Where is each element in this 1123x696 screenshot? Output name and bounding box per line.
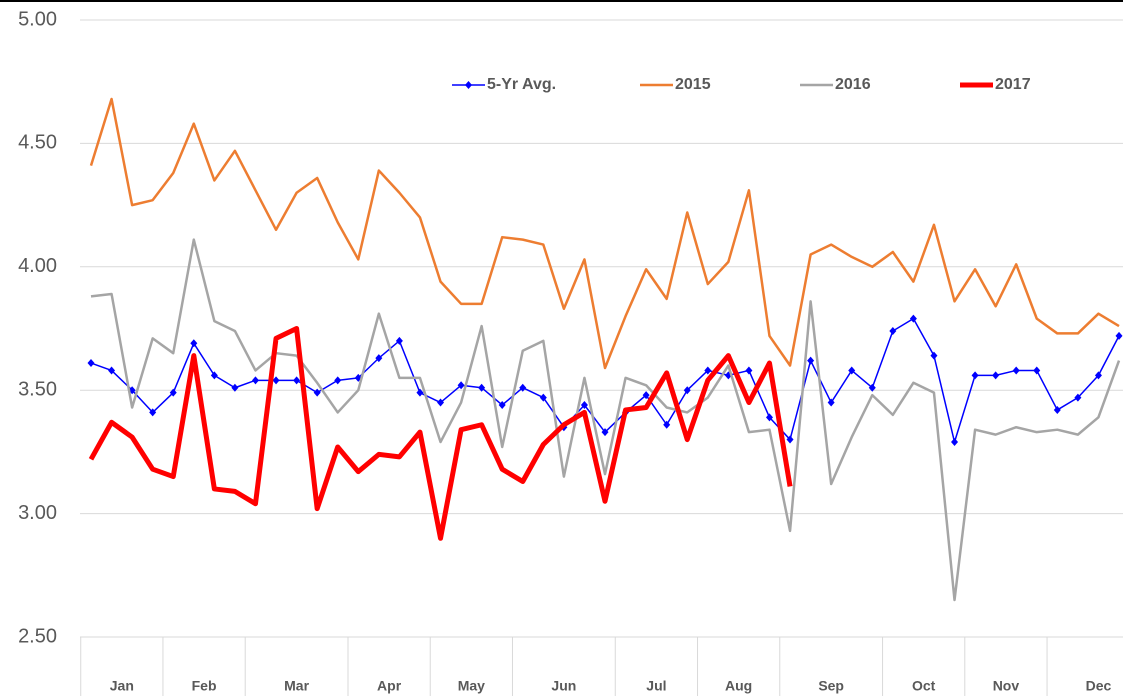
point-marker <box>827 398 835 407</box>
x-tick-label: Oct <box>912 678 936 694</box>
point-marker <box>1115 331 1123 340</box>
point-marker <box>642 391 650 400</box>
series-line <box>90 238 1121 602</box>
series-line <box>90 317 1120 443</box>
point-marker <box>149 408 157 417</box>
point-marker <box>765 413 773 422</box>
point-marker <box>190 339 198 348</box>
point-marker <box>807 356 815 365</box>
x-tick-label: May <box>458 678 485 694</box>
point-marker <box>87 359 95 368</box>
point-marker <box>848 366 856 375</box>
point-marker <box>1033 366 1041 375</box>
y-tick-label: 5.00 <box>18 8 57 30</box>
legend-label: 2017 <box>995 76 1031 93</box>
point-marker <box>457 381 465 390</box>
point-marker <box>663 420 671 429</box>
point-marker <box>210 371 218 380</box>
point-marker <box>951 438 959 447</box>
x-tick-label: Aug <box>725 678 752 694</box>
point-marker <box>272 376 280 385</box>
x-tick-label: Jan <box>110 678 134 694</box>
point-marker <box>1053 405 1061 414</box>
point-marker <box>971 371 979 380</box>
point-marker <box>231 383 239 392</box>
point-marker <box>1094 371 1102 380</box>
x-tick-label: Apr <box>377 678 402 694</box>
legend-label: 2015 <box>675 76 711 93</box>
legend-marker <box>465 81 472 89</box>
legend-label: 5-Yr Avg. <box>487 76 556 93</box>
series-line <box>88 326 793 541</box>
point-marker <box>868 383 876 392</box>
point-marker <box>745 366 753 375</box>
point-marker <box>704 366 712 375</box>
x-tick-label: Nov <box>993 678 1020 694</box>
point-marker <box>992 371 1000 380</box>
point-marker <box>601 428 609 437</box>
point-marker <box>293 376 301 385</box>
y-tick-label: 4.50 <box>18 132 57 154</box>
point-marker <box>251 376 259 385</box>
point-marker <box>334 376 342 385</box>
x-tick-label: Mar <box>284 678 309 694</box>
x-tick-label: Dec <box>1086 678 1112 694</box>
point-marker <box>498 401 506 410</box>
y-tick-label: 3.50 <box>18 378 57 400</box>
x-tick-label: Jul <box>646 678 666 694</box>
point-marker <box>786 435 794 444</box>
y-tick-label: 3.00 <box>18 502 57 524</box>
point-marker <box>478 383 486 392</box>
point-marker <box>416 388 424 397</box>
point-marker <box>1074 393 1082 402</box>
series-line <box>89 97 1120 370</box>
point-marker <box>437 398 445 407</box>
point-marker <box>683 386 691 395</box>
point-marker <box>889 326 897 335</box>
x-tick-label: Jun <box>551 678 576 694</box>
y-tick-label: 4.00 <box>18 255 57 277</box>
point-marker <box>395 336 403 345</box>
point-marker <box>1012 366 1020 375</box>
point-marker <box>519 383 527 392</box>
point-marker <box>313 388 321 397</box>
legend-label: 2016 <box>835 76 871 93</box>
point-marker <box>580 401 588 410</box>
x-tick-label: Sep <box>818 678 844 694</box>
point-marker <box>108 366 116 375</box>
x-tick-label: Feb <box>192 678 217 694</box>
point-marker <box>169 388 177 397</box>
y-tick-label: 2.50 <box>18 625 57 647</box>
point-marker <box>930 351 938 360</box>
point-marker <box>375 354 383 363</box>
point-marker <box>539 393 547 402</box>
point-marker <box>909 314 917 323</box>
